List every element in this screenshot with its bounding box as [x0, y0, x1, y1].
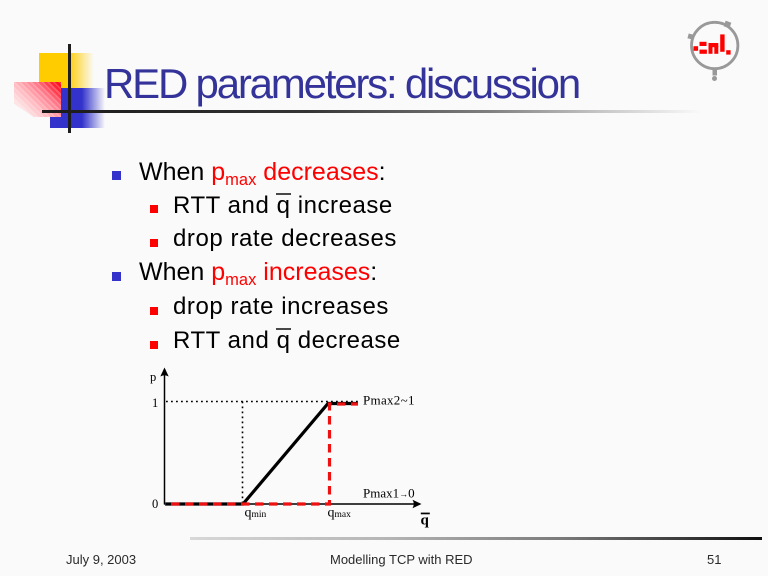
svg-text:1: 1 [152, 396, 158, 410]
svg-text:qmin: qmin [245, 506, 267, 521]
svg-text:qmax: qmax [328, 506, 352, 521]
svg-text:0: 0 [152, 497, 158, 511]
svg-text:Pmax1→0: Pmax1→0 [363, 486, 415, 501]
svg-text:q: q [421, 513, 430, 529]
svg-text:Pmax2~1: Pmax2~1 [363, 393, 415, 408]
svg-text:p: p [150, 370, 156, 384]
